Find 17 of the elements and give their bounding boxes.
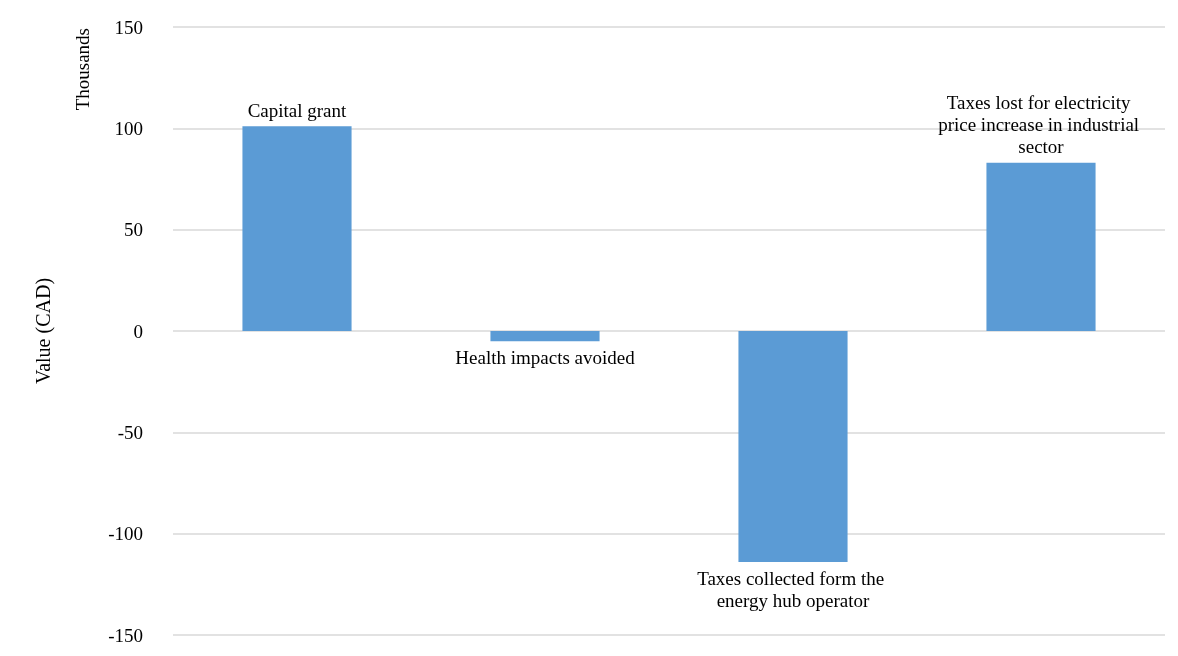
y-tick-label: 50	[124, 219, 143, 241]
text: Thousands	[72, 28, 93, 111]
x-tick-label: Taxes lost for electricity price increase in industrial sector	[938, 92, 1144, 158]
bar	[242, 126, 352, 331]
bar	[490, 331, 600, 342]
x-tick-label: Capital grant	[247, 99, 348, 121]
y-tick-label: 100	[114, 117, 143, 139]
y-tick-label: 150	[114, 16, 143, 38]
y-tick-label: 0	[133, 320, 143, 342]
bar	[986, 162, 1096, 331]
y-tick-label: -150	[108, 624, 143, 646]
y-tick-label: -100	[108, 523, 143, 545]
y-axis-title: Value (CAD)	[32, 277, 55, 385]
x-tick-label: Taxes collected form the energy hub operator	[697, 567, 889, 611]
y-tick-label: -50	[117, 421, 143, 443]
x-tick-label: Health impacts avoided	[455, 346, 636, 368]
bar	[738, 331, 848, 563]
